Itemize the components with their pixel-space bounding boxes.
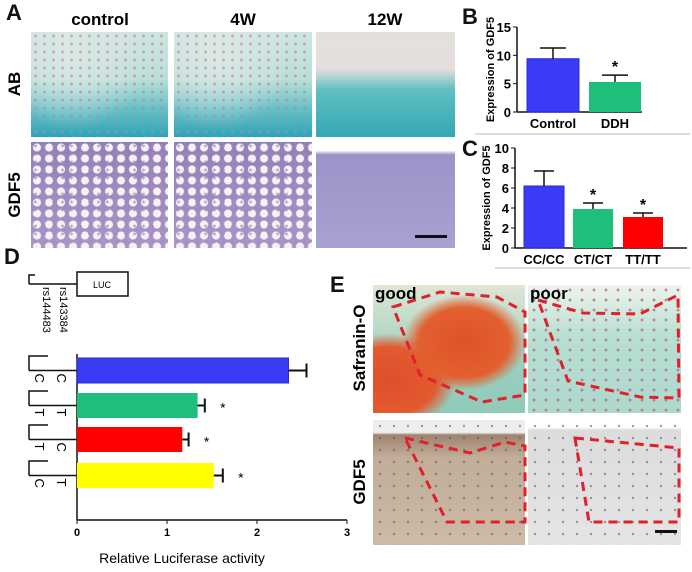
panel-label-b: B: [462, 4, 478, 29]
significance-mark: *: [590, 187, 597, 204]
histology-ab-4w: [174, 32, 312, 137]
histology-ab-control: [31, 32, 168, 137]
y-tick-label: 0: [502, 241, 509, 256]
x-axis-title: Relative Luciferase activity: [99, 550, 265, 566]
column-label-poor: poor: [530, 284, 568, 303]
bar-construct-1: [76, 357, 289, 384]
significance-mark: *: [204, 434, 210, 450]
column-label-good: good: [375, 284, 417, 303]
column-label-12w: 12W: [367, 10, 403, 29]
row-label-gdf5-e: GDF5: [350, 459, 369, 505]
bar-ddh: [589, 81, 641, 112]
snp-label-rs143384: rs143384: [57, 287, 69, 333]
bar-ctct: [573, 209, 613, 248]
significance-mark: *: [220, 400, 226, 416]
construct-diagram: LUC rs144483 rs143384: [28, 271, 129, 333]
y-axis-title: Expression of GDF5: [481, 145, 493, 250]
panel-label-a: A: [6, 0, 22, 25]
promoter-arrow-icon: [28, 424, 48, 440]
x-tick-label: DDH: [601, 116, 629, 131]
row-label-safranin-o: Safranin-O: [350, 304, 369, 392]
luc-box: [76, 271, 129, 297]
row-label-ab: AB: [5, 71, 24, 97]
scale-bar: [655, 530, 677, 533]
bar-construct-4: [77, 463, 214, 488]
significance-mark: *: [238, 470, 244, 486]
y-tick-label: 4: [502, 201, 510, 216]
luciferase-chart: LUC rs144483 rs143384 0 1 2 3C C*T T*T C*C T Re…: [28, 271, 350, 566]
significance-mark: *: [612, 59, 619, 76]
y-tick-label: 6: [502, 181, 509, 196]
column-label-4w: 4W: [230, 10, 256, 29]
luc-label: LUC: [93, 280, 112, 290]
promoter-arrow-icon: [28, 460, 48, 476]
genotype-rs144483: T: [32, 443, 47, 451]
histology-gdf5-good: [373, 420, 525, 545]
panel-label-d: D: [4, 244, 20, 269]
y-tick-label: 10: [497, 48, 511, 63]
bar-construct-3: [77, 427, 183, 452]
histology-safranin-poor: [528, 285, 681, 413]
histology-safranin-good: [373, 285, 525, 413]
bar-construct-2: [77, 393, 198, 418]
x-tick-label: 3: [344, 527, 350, 539]
genotype-rs144483: C: [32, 479, 47, 488]
x-tick-label: 0: [74, 527, 80, 539]
y-axis-title: Expression of GDF5: [485, 17, 497, 122]
y-tick-label: 8: [502, 161, 509, 176]
y-tick-label: 5: [504, 77, 511, 92]
histology-gdf5-poor: [528, 420, 681, 545]
panel-label-e: E: [330, 272, 345, 297]
x-tick-label: 2: [254, 527, 260, 539]
y-tick-label: 15: [497, 20, 511, 35]
genotype-rs143384: T: [54, 479, 69, 487]
significance-mark: *: [640, 197, 647, 214]
bar-control: [526, 58, 580, 113]
bar-tttt: [623, 217, 663, 248]
promoter-arrow-icon: [28, 390, 48, 406]
x-tick-label: 1: [164, 527, 170, 539]
genotype-rs143384: C: [54, 374, 69, 383]
column-label-control: control: [71, 10, 129, 29]
genotype-rs144483: C: [32, 374, 47, 383]
promoter-arrow-icon: [28, 355, 48, 371]
bar-cccc: [523, 185, 565, 249]
y-tick-label: 0: [504, 105, 511, 120]
genotype-rs143384: T: [54, 409, 69, 417]
scale-bar: [415, 235, 447, 238]
x-tick-label: TT/TT: [625, 252, 660, 267]
x-tick-label: CC/CC: [523, 252, 565, 267]
x-tick-label: Control: [530, 116, 576, 131]
y-tick-label: 2: [502, 221, 509, 236]
histology-gdf5-12w: [316, 142, 455, 248]
snp-label-rs144483: rs144483: [40, 287, 52, 333]
histology-gdf5-control: [31, 142, 168, 248]
genotype-rs143384: C: [54, 443, 69, 452]
row-label-gdf5: GDF5: [5, 172, 24, 218]
genotype-rs144483: T: [32, 409, 47, 417]
x-tick-label: CT/CT: [574, 252, 612, 267]
histology-ab-12w: [316, 32, 455, 137]
y-tick-label: 10: [495, 141, 509, 156]
panel-label-c: C: [462, 136, 478, 161]
histology-gdf5-4w: [174, 142, 312, 248]
